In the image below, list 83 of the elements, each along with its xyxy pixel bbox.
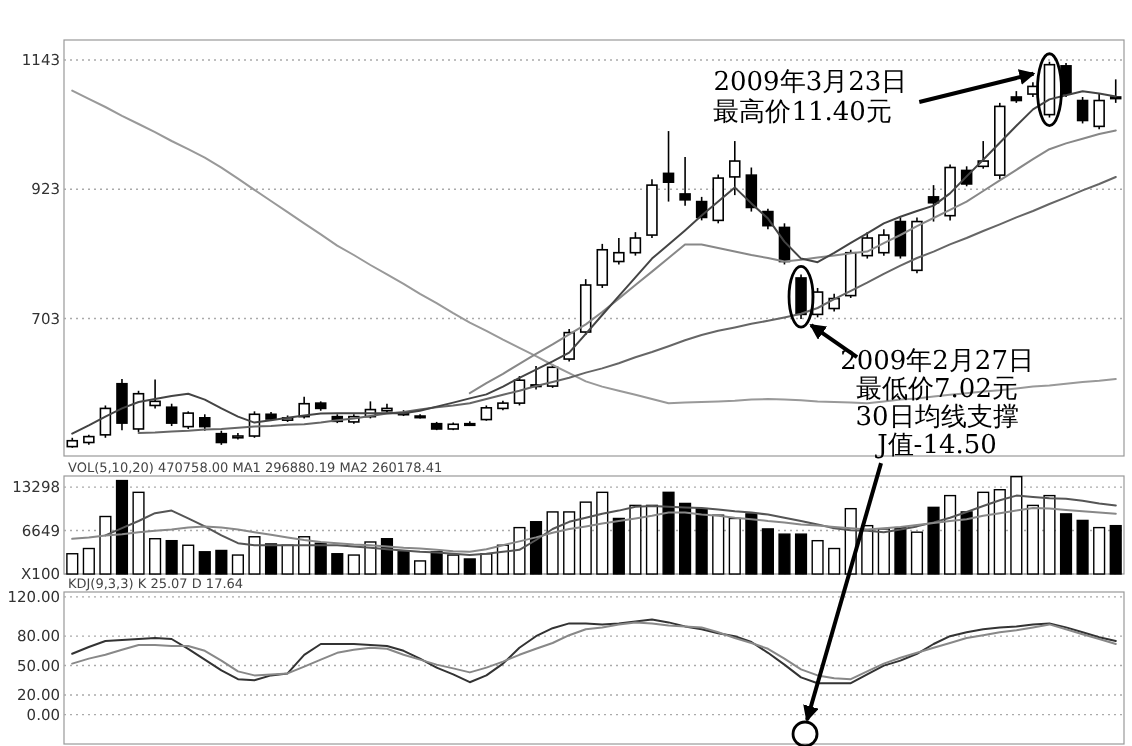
candlestick — [878, 228, 890, 257]
bar — [877, 528, 890, 575]
candlestick — [1076, 96, 1089, 125]
candlestick — [596, 243, 609, 289]
bar — [794, 533, 808, 575]
bar — [778, 533, 791, 575]
bar — [977, 491, 990, 575]
bar — [248, 536, 261, 575]
bar — [579, 501, 592, 575]
bar — [563, 511, 576, 575]
bar — [264, 543, 278, 575]
bar — [1043, 494, 1056, 575]
bar — [745, 513, 758, 575]
bar — [993, 489, 1006, 575]
bar — [944, 494, 957, 575]
bar — [314, 542, 327, 575]
candlestick — [149, 378, 161, 410]
candlestick — [1093, 93, 1105, 131]
bar — [712, 514, 725, 575]
candlestick — [629, 231, 642, 257]
annotation: J值-14.50 — [873, 431, 997, 462]
bar — [529, 521, 543, 575]
bar — [894, 526, 907, 575]
bar — [115, 479, 129, 575]
bar — [182, 544, 195, 575]
line-series — [104, 494, 1117, 556]
candlestick — [795, 273, 807, 320]
line-series — [137, 176, 1117, 434]
bar — [629, 504, 642, 575]
bar — [66, 553, 79, 575]
bar — [645, 504, 659, 575]
bar — [99, 515, 112, 575]
candlestick — [712, 173, 724, 225]
bar — [960, 511, 973, 575]
candlestick — [132, 389, 145, 433]
bar — [447, 554, 460, 575]
bar — [430, 551, 443, 575]
bar — [513, 526, 526, 575]
candlestick — [116, 378, 128, 431]
candlestick — [662, 130, 675, 203]
bar — [728, 517, 741, 575]
bar — [231, 554, 244, 575]
bar — [480, 553, 493, 575]
bar — [463, 558, 476, 575]
bar — [331, 553, 344, 575]
candlestick — [729, 140, 741, 196]
bar — [1109, 524, 1122, 575]
bar — [1026, 504, 1039, 575]
bar — [927, 506, 940, 575]
annotation: 2009年2月27日 — [840, 347, 1034, 378]
candlestick — [927, 184, 940, 223]
bar — [662, 491, 675, 575]
bar — [198, 551, 211, 575]
bar — [347, 554, 360, 575]
bar — [149, 538, 162, 575]
bar — [1059, 513, 1073, 575]
bar — [215, 549, 228, 575]
bar — [679, 502, 692, 575]
candlestick — [679, 156, 691, 207]
candlestick — [165, 402, 178, 427]
annotation: 30日均线支撑 — [855, 403, 1019, 434]
bar — [1010, 475, 1023, 575]
bar — [1093, 526, 1106, 575]
bar — [281, 544, 294, 575]
candlestick — [613, 237, 625, 266]
annotation: 最高价11.40元 — [713, 96, 892, 128]
bar — [828, 547, 841, 575]
bar — [596, 491, 609, 575]
bar — [397, 551, 410, 575]
bar — [910, 531, 924, 575]
bar — [132, 491, 145, 575]
annotation: 最低价7.02元 — [856, 375, 1018, 406]
bar — [811, 539, 824, 575]
bar — [546, 511, 559, 575]
bar — [695, 507, 708, 575]
bar — [612, 517, 625, 575]
bar — [165, 539, 178, 575]
line-series — [71, 507, 1117, 553]
bar — [82, 547, 95, 575]
annotation: 2009年3月23日 — [713, 68, 908, 98]
bar — [761, 528, 774, 575]
bar — [1076, 519, 1089, 575]
bar — [414, 560, 427, 575]
